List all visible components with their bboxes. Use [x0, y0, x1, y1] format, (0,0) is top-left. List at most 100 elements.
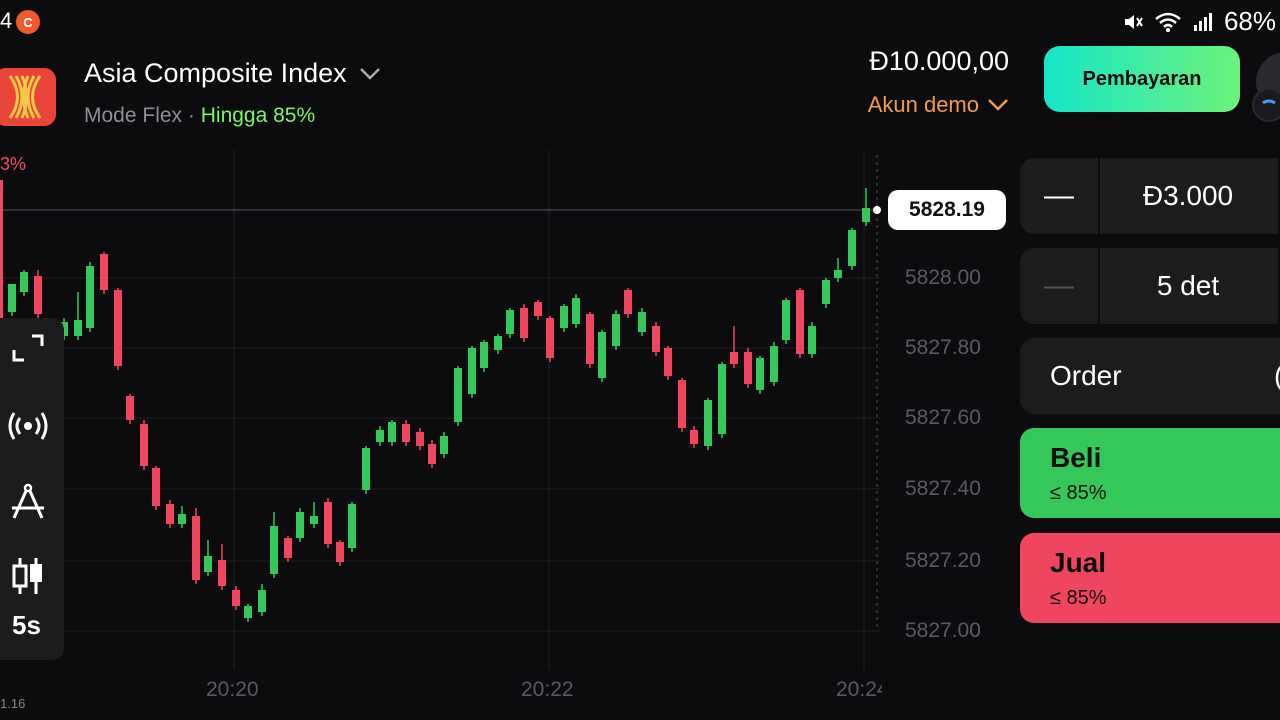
candle — [310, 502, 318, 528]
asset-selector[interactable]: Asia Composite Index — [84, 58, 381, 89]
candle — [652, 322, 660, 356]
sentiment-sell-percent: 3% — [0, 154, 27, 174]
buy-button[interactable]: Beli ≤ 85% — [1020, 428, 1280, 518]
candle — [232, 586, 240, 610]
sell-payout: ≤ 85% — [1050, 587, 1107, 609]
candle — [468, 346, 476, 398]
y-axis-tick: 5828.00 — [905, 266, 981, 289]
candle — [284, 536, 292, 562]
candle — [388, 420, 396, 446]
y-axis-tick: 5827.40 — [905, 477, 981, 500]
candle — [166, 500, 174, 528]
candle — [114, 288, 122, 370]
candle — [690, 426, 698, 448]
x-axis-tick: 20:22 — [521, 678, 574, 701]
x-axis-tick: 20:20 — [206, 678, 259, 701]
asset-logo-icon[interactable] — [0, 68, 56, 126]
candle — [612, 310, 620, 350]
candle — [402, 420, 410, 446]
y-axis-tick: 5827.20 — [905, 549, 981, 572]
candle — [100, 252, 108, 294]
candle — [494, 334, 502, 354]
account-type: Akun demo — [867, 92, 979, 117]
candle — [834, 258, 842, 282]
candle — [60, 318, 68, 340]
buy-payout: ≤ 85% — [1050, 482, 1107, 504]
chevron-down-icon — [359, 67, 380, 80]
level-badge-icon — [1252, 88, 1280, 122]
duration-decrease-button[interactable]: — — [1020, 248, 1100, 324]
candle — [506, 308, 514, 338]
candle — [534, 300, 542, 320]
candle — [376, 426, 384, 446]
candle — [638, 308, 646, 336]
sell-button[interactable]: Jual ≤ 85% — [1020, 533, 1280, 623]
payment-button[interactable]: Pembayaran — [1044, 46, 1240, 112]
candle — [862, 188, 870, 226]
price-chart[interactable] — [0, 150, 1010, 720]
candle — [324, 498, 332, 548]
account-selector[interactable]: Akun demo — [868, 92, 1009, 118]
timeframe-button[interactable]: 5s — [12, 610, 41, 640]
candle — [258, 584, 266, 616]
drawing-icon[interactable] — [8, 482, 48, 522]
separator-dot: · — [187, 104, 195, 127]
candle — [624, 288, 632, 318]
current-price-dot — [873, 206, 881, 214]
amount-input[interactable]: Đ3.000 — [1098, 158, 1280, 234]
x-axis-tick: 20:24 — [836, 678, 882, 701]
sentiment-sell-bar — [0, 180, 3, 320]
candle — [744, 348, 752, 388]
candle — [362, 446, 370, 494]
candle — [586, 312, 594, 368]
candle — [296, 508, 304, 542]
candle — [704, 398, 712, 450]
candle — [480, 340, 488, 372]
candle — [808, 322, 816, 358]
candle — [598, 330, 606, 382]
mode-label: Mode Flex — [84, 104, 183, 127]
candle — [678, 378, 686, 432]
y-axis-tick: 5827.00 — [905, 619, 981, 642]
buy-label: Beli — [1050, 442, 1102, 473]
candle — [152, 466, 160, 510]
minus-icon: — — [1044, 179, 1074, 212]
candle — [560, 304, 568, 332]
payout-label: Hingga 85% — [200, 104, 316, 127]
candle — [86, 262, 94, 332]
candle — [520, 304, 528, 342]
candle — [546, 316, 554, 362]
current-price-tag: 5828.19 — [888, 190, 1006, 230]
candle — [782, 298, 790, 344]
candle — [730, 326, 738, 368]
candle — [218, 544, 226, 590]
wifi-icon — [1155, 12, 1181, 32]
duration-input[interactable]: 5 det — [1098, 248, 1280, 324]
fullscreen-icon[interactable] — [8, 328, 48, 368]
y-axis-tick: 5827.60 — [905, 406, 981, 429]
candle — [822, 278, 830, 308]
chevron-down-icon — [988, 99, 1008, 111]
account-balance: Đ10.000,00 — [869, 46, 1009, 76]
candle — [756, 356, 764, 394]
order-toggle[interactable]: ( — [1274, 360, 1280, 392]
candle — [796, 288, 804, 358]
y-axis-tick: 5827.80 — [905, 336, 981, 359]
candle — [204, 540, 212, 576]
edge-value: 1.16 — [0, 696, 26, 711]
candle — [770, 342, 778, 386]
amount-decrease-button[interactable]: — — [1020, 158, 1100, 234]
candlestick-icon[interactable] — [8, 556, 48, 596]
candle — [454, 366, 462, 426]
candle — [428, 440, 436, 468]
candle — [178, 506, 186, 528]
sell-label: Jual — [1050, 547, 1107, 578]
amount-field — [1020, 158, 1280, 234]
candle — [140, 420, 148, 470]
signal-icon — [1193, 12, 1212, 31]
candle — [126, 394, 134, 424]
candle — [664, 346, 672, 380]
order-field[interactable] — [1020, 338, 1280, 414]
asset-name: Asia Composite Index — [84, 58, 347, 88]
broadcast-icon[interactable] — [8, 406, 48, 446]
